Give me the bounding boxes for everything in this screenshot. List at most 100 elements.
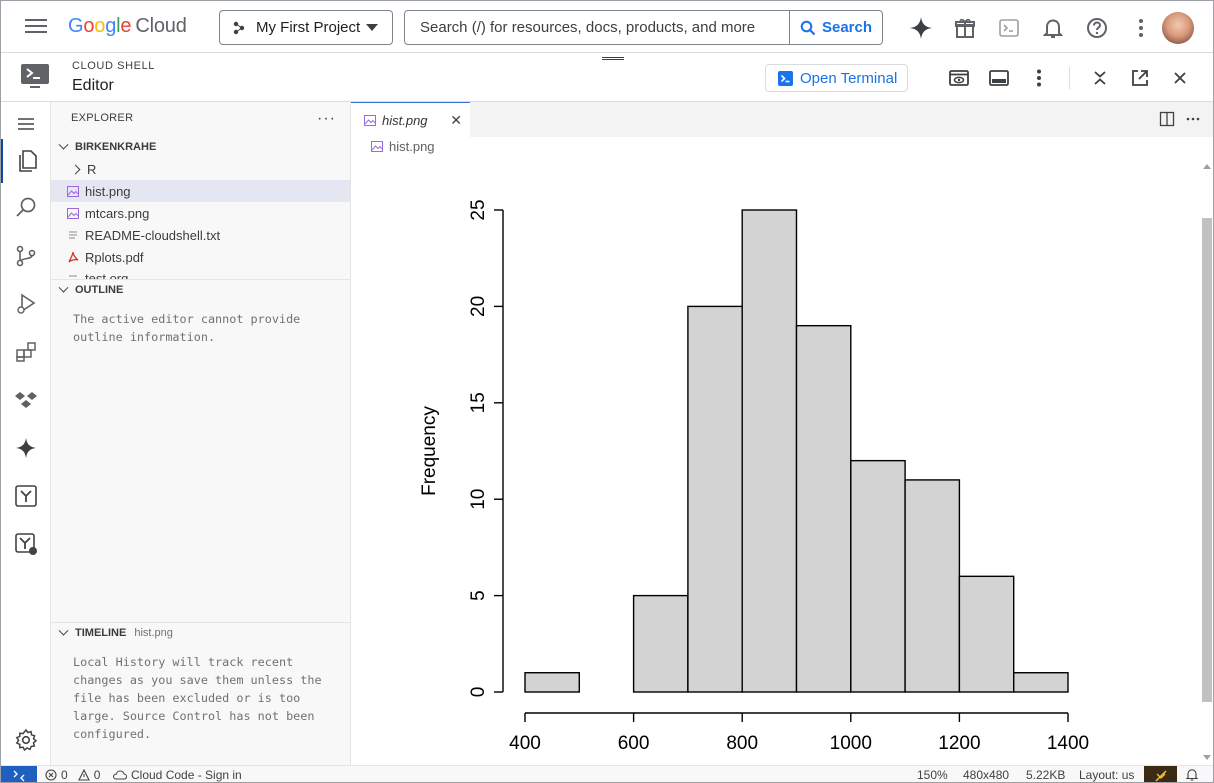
cloud-code-icon[interactable] [1, 378, 51, 422]
tree-item-test-org[interactable]: test.org [51, 268, 350, 279]
close-icon[interactable] [1160, 63, 1200, 93]
timeline-section-header[interactable]: TIMELINE hist.png [51, 622, 351, 644]
tree-item-label: hist.png [85, 183, 131, 199]
notifications-bell-icon[interactable] [1031, 13, 1075, 43]
tree-item-label: test.org [85, 271, 129, 279]
resize-drag-handle[interactable] [602, 57, 624, 60]
tree-item-mtcars-png[interactable]: mtcars.png [51, 202, 350, 224]
more-vert-icon[interactable] [1019, 63, 1059, 93]
search-button-label: Search [821, 19, 873, 36]
close-icon[interactable]: ✕ [450, 112, 462, 128]
outline-title: OUTLINE [75, 284, 124, 296]
open-new-window-icon[interactable] [1120, 63, 1160, 93]
x-tick-label: 1000 [830, 733, 872, 754]
x-tick-label: 1400 [1047, 733, 1089, 754]
explorer-title: EXPLORER [71, 112, 134, 124]
chevron-down-icon [58, 139, 69, 150]
top-icon-group [899, 13, 1163, 43]
image-file-icon [371, 141, 383, 153]
tree-item-label: Rplots.pdf [85, 249, 144, 265]
extensions-icon[interactable] [1, 330, 51, 374]
main-menu-icon[interactable] [23, 15, 49, 39]
scrollbar-thumb[interactable] [1202, 218, 1212, 702]
section-divider [51, 279, 351, 280]
problems-indicator[interactable]: 0 0 [45, 768, 100, 782]
remote-indicator[interactable] [1, 766, 37, 782]
web-preview-icon[interactable] [939, 63, 979, 93]
tree-item-label: mtcars.png [85, 205, 150, 221]
cloud-shell-logo-icon [21, 64, 49, 88]
y-tick-label: 25 [468, 199, 489, 220]
source-control-icon[interactable] [1, 234, 51, 278]
run-debug-icon[interactable] [1, 282, 51, 326]
tree-item-rplots-pdf[interactable]: Rplots.pdf [51, 246, 350, 268]
chevron-down-icon [58, 625, 69, 636]
cloud-functions-icon[interactable] [1, 474, 51, 518]
cloud-icon [113, 770, 127, 780]
y-axis-label: Frequency [419, 406, 440, 496]
vertical-scrollbar[interactable] [1200, 162, 1213, 765]
google-cloud-logo[interactable]: Google Cloud [68, 15, 187, 38]
breadcrumb-label: hist.png [389, 139, 435, 154]
timeline-message: Local History will track recent changes … [73, 655, 322, 741]
notifications-bell-icon[interactable] [1185, 768, 1199, 782]
zoom-level[interactable]: 150% [917, 768, 948, 782]
copilot-disabled-indicator[interactable] [1144, 766, 1177, 782]
hamburger-menu-icon[interactable] [1, 102, 51, 146]
image-file-icon [67, 207, 79, 219]
scroll-down-arrow-icon[interactable] [1203, 755, 1211, 760]
search-button[interactable]: Search [789, 11, 882, 44]
explorer-sidebar: EXPLORER ··· BIRKENKRAHE R hist.png mtca… [51, 102, 351, 765]
outline-section-header[interactable]: OUTLINE [51, 279, 351, 301]
histogram-bar [850, 459, 906, 693]
gift-icon[interactable] [943, 13, 987, 43]
histogram-bar [524, 672, 580, 693]
text-file-icon [67, 229, 79, 241]
minimize-icon[interactable] [1080, 63, 1120, 93]
chevron-down-icon [58, 282, 69, 293]
editor-label: Editor [72, 77, 114, 94]
search-icon[interactable] [1, 186, 51, 230]
tree-item-readme[interactable]: README-cloudshell.txt [51, 224, 350, 246]
toggle-panel-icon[interactable] [979, 63, 1019, 93]
activity-bar [1, 102, 51, 765]
workspace-name: BIRKENKRAHE [75, 141, 157, 153]
split-editor-icon[interactable] [1159, 111, 1175, 127]
explorer-files-icon[interactable] [1, 139, 51, 183]
tree-item-hist-png[interactable]: hist.png [51, 180, 350, 202]
gemini-sparkle-icon[interactable] [1, 426, 51, 470]
open-terminal-label: Open Terminal [800, 69, 898, 87]
project-selector[interactable]: My First Project [219, 10, 393, 45]
terminal-icon[interactable] [987, 13, 1031, 43]
breadcrumb[interactable]: hist.png [371, 139, 435, 154]
outline-message: The active editor cannot provide outline… [73, 312, 301, 344]
help-icon[interactable] [1075, 13, 1119, 43]
more-actions-icon[interactable] [1185, 111, 1201, 127]
cloud-code-label: Cloud Code - Sign in [131, 768, 242, 782]
more-actions-icon[interactable]: ··· [317, 110, 336, 127]
open-terminal-button[interactable]: Open Terminal [765, 64, 908, 92]
cloud-code-signin[interactable]: Cloud Code - Sign in [113, 768, 242, 782]
tree-item-folder-r[interactable]: R [51, 158, 350, 180]
settings-gear-icon[interactable] [1, 718, 51, 762]
editor-area: hist.png ✕ hist.png 0 5 10 15 20 25 400 600 800… [351, 102, 1213, 765]
cloud-shell-header: CLOUD SHELL Editor Open Terminal [1, 53, 1213, 102]
user-avatar[interactable] [1162, 12, 1194, 44]
cloud-run-icon[interactable] [1, 522, 51, 566]
toolbar-divider [1069, 67, 1070, 89]
y-tick-label: 10 [468, 489, 489, 510]
scroll-up-arrow-icon[interactable] [1203, 164, 1211, 169]
histogram-bar [1013, 672, 1069, 693]
error-count: 0 [61, 768, 68, 782]
more-vert-icon[interactable] [1119, 13, 1163, 43]
tab-label: hist.png [382, 112, 428, 128]
section-divider [51, 622, 351, 623]
keyboard-layout[interactable]: Layout: us [1079, 768, 1135, 782]
gemini-sparkle-icon[interactable] [899, 13, 943, 43]
search-input[interactable] [405, 11, 789, 44]
text-file-icon [67, 273, 79, 279]
tab-hist-png[interactable]: hist.png ✕ [351, 102, 470, 137]
project-name: My First Project [256, 19, 361, 36]
top-bar: Google Cloud My First Project Search [1, 1, 1213, 53]
workspace-section-header[interactable]: BIRKENKRAHE [51, 136, 351, 158]
